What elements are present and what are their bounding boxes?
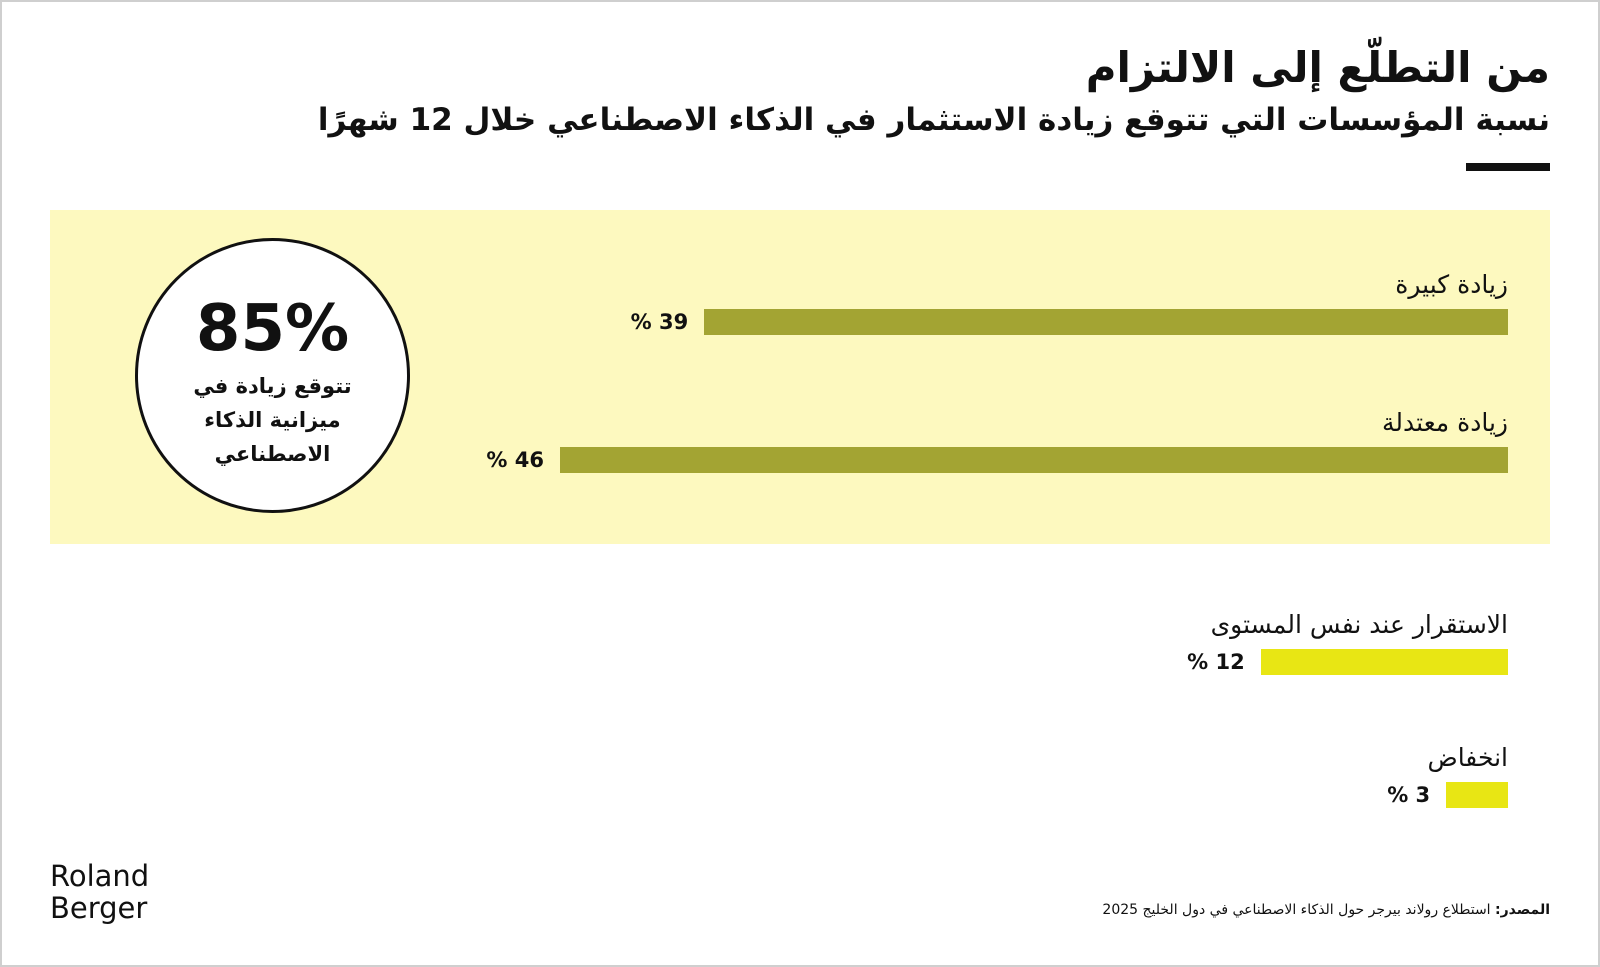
- bar-value-label: % 12: [1187, 650, 1245, 674]
- logo-line-1: Roland: [50, 859, 150, 893]
- bar-category-label: الاستقرار عند نفس المستوى: [1210, 610, 1508, 639]
- page-subtitle: نسبة المؤسسات التي تتوقع زيادة الاستثمار…: [317, 102, 1550, 138]
- bar-category-label: زيادة كبيرة: [1395, 270, 1508, 299]
- highlight-circle: 85% تتوقع زيادة في ميزانية الذكاء الاصطن…: [135, 238, 410, 513]
- bar: [1260, 649, 1508, 675]
- bar-value-label: % 46: [486, 448, 544, 472]
- source-text: استطلاع رولاند بيرجر حول الذكاء الاصطناع…: [1102, 902, 1496, 918]
- bar: [704, 309, 1508, 335]
- bar-category-label: زيادة معتدلة: [1382, 408, 1508, 437]
- title-underline: [1466, 163, 1550, 171]
- roland-berger-logo: Roland Berger: [50, 860, 149, 924]
- logo-line-2: Berger: [50, 891, 148, 925]
- source-label: المصدر:: [1495, 902, 1550, 918]
- bar: [1446, 782, 1508, 808]
- bar-value-label: % 3: [1387, 783, 1431, 807]
- highlight-caption: تتوقع زيادة في ميزانية الذكاء الاصطناعي: [193, 374, 352, 466]
- source-note: المصدر: استطلاع رولاند بيرجر حول الذكاء …: [650, 900, 1550, 920]
- highlight-value: 85%: [195, 292, 350, 366]
- bar: [560, 447, 1508, 473]
- bar-value-label: % 39: [630, 310, 689, 334]
- page-title: من التطلّع إلى الالتزام: [1085, 43, 1550, 92]
- bar-category-label: انخفاض: [1427, 743, 1508, 772]
